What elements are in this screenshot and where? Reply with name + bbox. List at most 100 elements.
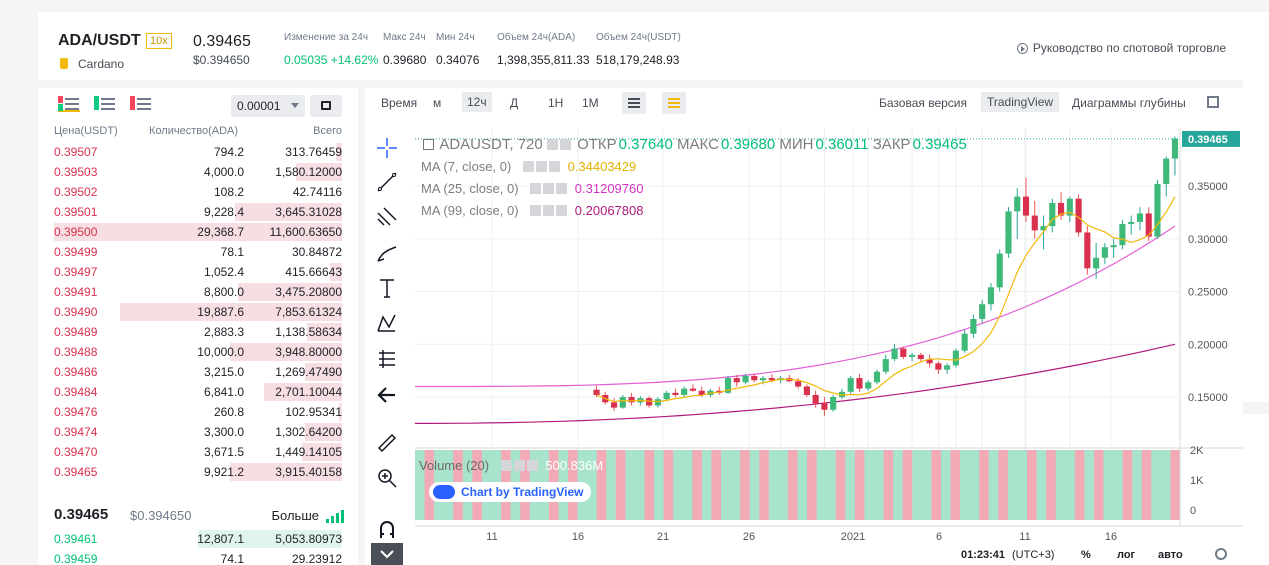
total-cell: 1,269.47490 xyxy=(275,365,342,379)
text-tool-icon[interactable] xyxy=(375,276,399,300)
pattern-tool-icon[interactable] xyxy=(375,311,399,335)
book-bids-icon[interactable] xyxy=(94,96,116,112)
candle-body xyxy=(952,350,959,366)
crosshair-icon[interactable] xyxy=(375,136,399,160)
stat-label: Изменение за 24ч xyxy=(284,32,368,43)
volume-bar xyxy=(596,450,607,520)
auto-toggle[interactable]: авто xyxy=(1158,549,1183,561)
timezone[interactable]: (UTC+3) xyxy=(1012,549,1055,561)
volume-tick: 1K xyxy=(1190,475,1204,487)
tradingview-tab[interactable]: TradingView xyxy=(981,92,1060,112)
volume-bar xyxy=(673,450,684,520)
asks-row[interactable]: 0.39484 6,841.0 2,701.10044 xyxy=(38,382,358,402)
volume-bar xyxy=(682,450,693,520)
asks-row[interactable]: 0.39491 8,800.0 3,475.20800 xyxy=(38,282,358,302)
gear-icon[interactable] xyxy=(535,161,547,172)
asks-row[interactable]: 0.39489 2,883.3 1,138.58634 xyxy=(38,322,358,342)
asks-row[interactable]: 0.39503 4,000.0 1,580.12000 xyxy=(38,162,358,182)
log-toggle[interactable]: лог xyxy=(1117,549,1136,561)
magnet-icon[interactable] xyxy=(375,518,399,542)
interval-day[interactable]: Д xyxy=(510,96,519,110)
gear-icon[interactable] xyxy=(1215,548,1227,560)
high-value: 0.39680 xyxy=(720,136,776,153)
coin-icon xyxy=(60,58,68,69)
indicators-settings-icon[interactable] xyxy=(622,92,646,114)
col-header-total: Всего xyxy=(313,125,342,137)
asks-row[interactable]: 0.39490 19,887.6 7,853.61324 xyxy=(38,302,358,322)
basic-version-tab[interactable]: Базовая версия xyxy=(879,96,967,110)
eye-icon[interactable] xyxy=(530,183,542,194)
gear-icon[interactable] xyxy=(543,205,555,216)
fullscreen-icon[interactable] xyxy=(1207,96,1219,108)
total-cell: 1,449.14105 xyxy=(275,445,342,459)
close-icon[interactable] xyxy=(526,460,538,471)
orderbook-settings-button[interactable] xyxy=(310,95,342,117)
asks-row[interactable]: 0.39499 78.1 30.84872 xyxy=(38,242,358,262)
bids-row[interactable]: 0.39461 12,807.1 5,053.80973 xyxy=(38,529,358,549)
indicators-icon[interactable] xyxy=(662,92,686,114)
ruler-icon[interactable] xyxy=(375,431,399,455)
tradingview-watermark[interactable]: Chart by TradingView xyxy=(429,482,592,502)
col-header-qty: Количество(ADA) xyxy=(149,125,239,137)
asks-row[interactable]: 0.39486 3,215.0 1,269.47490 xyxy=(38,362,358,382)
asks-row[interactable]: 0.39497 1,052.4 415.66643 xyxy=(38,262,358,282)
asks-row[interactable]: 0.39507 794.2 313.76459 xyxy=(38,142,358,162)
asks-row[interactable]: 0.39476 260.8 102.95341 xyxy=(38,402,358,422)
book-both-icon[interactable] xyxy=(58,96,80,112)
eye-icon[interactable] xyxy=(530,205,542,216)
spot-guide-link[interactable]: Руководство по спотовой торговле xyxy=(1016,41,1226,55)
symbol-label: ADAUSDT, 720 xyxy=(439,136,543,153)
candle-body xyxy=(1171,138,1179,159)
asks-row[interactable]: 0.39500 29,368.7 11,600.63650 xyxy=(38,222,358,242)
asks-row[interactable]: 0.39502 108.2 42.74116 xyxy=(38,182,358,202)
candle-body xyxy=(926,359,933,364)
gear-icon[interactable] xyxy=(513,460,525,471)
close-value: 0.39465 xyxy=(912,136,967,153)
interval-week[interactable]: 1Н xyxy=(548,96,564,110)
collapse-toolbar-icon[interactable] xyxy=(371,543,403,565)
price-cell: 0.39484 xyxy=(54,385,98,399)
total-cell: 5,053.80973 xyxy=(275,532,342,546)
bids-row[interactable]: 0.39459 74.1 29.23912 xyxy=(38,549,358,565)
trend-line-icon[interactable] xyxy=(375,170,399,194)
arrow-left-icon[interactable] xyxy=(375,383,399,407)
interval-month[interactable]: 1М xyxy=(582,96,599,110)
gear-icon[interactable] xyxy=(543,183,555,194)
depth-chart-tab[interactable]: Диаграммы глубины xyxy=(1072,96,1186,110)
eye-icon[interactable] xyxy=(500,460,512,471)
asks-row[interactable]: 0.39488 10,000.0 3,948.80000 xyxy=(38,342,358,362)
interval-minutes[interactable]: м xyxy=(433,96,442,110)
volume-bar xyxy=(950,450,961,520)
candle-body xyxy=(672,392,679,395)
close-icon[interactable] xyxy=(556,205,568,216)
fib-tool-icon[interactable] xyxy=(375,205,399,229)
asks-row[interactable]: 0.39474 3,300.0 1,302.64200 xyxy=(38,422,358,442)
percent-toggle[interactable]: % xyxy=(1081,549,1091,561)
asks-row[interactable]: 0.39465 9,921.2 3,915.40158 xyxy=(38,462,358,482)
collapse-legend-icon[interactable] xyxy=(423,139,434,150)
gear-icon[interactable] xyxy=(559,139,571,150)
price-cell: 0.39497 xyxy=(54,265,98,279)
more-link[interactable]: Больше xyxy=(271,508,320,523)
close-icon[interactable] xyxy=(548,161,560,172)
volume-bar xyxy=(883,450,894,520)
interval-selected[interactable]: 12ч xyxy=(462,92,492,112)
asks-row[interactable]: 0.39501 9,228.4 3,645.31028 xyxy=(38,202,358,222)
asks-row[interactable]: 0.39470 3,671.5 1,449.14105 xyxy=(38,442,358,462)
brush-icon[interactable] xyxy=(375,241,399,265)
coin-name-link[interactable]: Cardano xyxy=(78,57,125,71)
zoom-icon[interactable] xyxy=(375,466,399,490)
pair-title[interactable]: ADA/USDT xyxy=(58,32,141,49)
eye-icon[interactable] xyxy=(522,161,534,172)
precision-select[interactable]: 0.00001 xyxy=(231,95,305,117)
volume-bar xyxy=(921,450,932,520)
total-cell: 29.23912 xyxy=(291,552,342,565)
volume-bar xyxy=(644,450,655,520)
close-icon[interactable] xyxy=(556,183,568,194)
book-asks-icon[interactable] xyxy=(130,96,152,112)
eye-icon[interactable] xyxy=(546,139,558,150)
candle-body xyxy=(1057,202,1065,216)
prediction-tool-icon[interactable] xyxy=(375,347,399,371)
interval-time[interactable]: Время xyxy=(381,96,418,110)
